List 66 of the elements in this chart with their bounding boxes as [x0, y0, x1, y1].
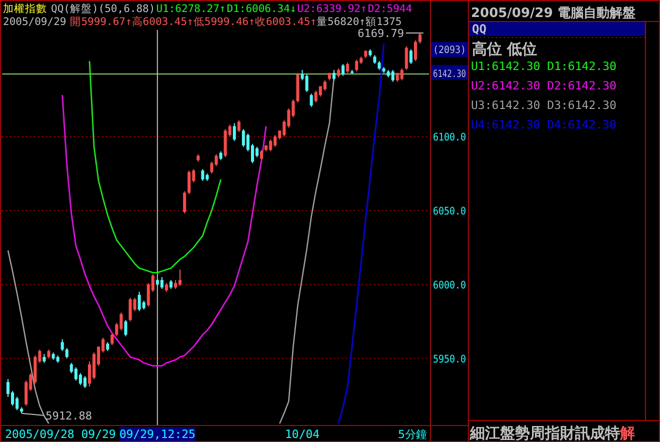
candlestick: [60, 338, 64, 352]
candlestick: [128, 297, 132, 322]
text: 低5999.46↑: [193, 16, 255, 28]
text: U2:6142.30 D2:6142.30: [471, 78, 616, 92]
line-series: [88, 60, 222, 274]
text: 5分鐘: [398, 428, 427, 441]
candlestick: [404, 46, 408, 70]
candlestick: [414, 40, 417, 62]
text: QQ(解盤)(50,6.88): [51, 3, 156, 15]
line-series: [338, 42, 384, 424]
candlestick: [305, 74, 308, 93]
candlestick: [133, 297, 136, 312]
candlestick: [409, 48, 412, 65]
y-tick-label: 5950.0: [433, 353, 471, 366]
text: 收6003.45↑: [254, 16, 317, 28]
text: U4:6142.30 D4:6142.30: [471, 118, 616, 132]
candlestick: [110, 332, 114, 346]
candlestick: [332, 69, 336, 81]
candlestick: [400, 68, 404, 81]
candlestick: [342, 64, 345, 76]
candlestick: [310, 93, 313, 108]
candlestick: [323, 80, 326, 92]
text: U1:6278.27↑: [156, 3, 226, 15]
candlestick: [355, 59, 358, 72]
text: 細江盤勢周指財訊成特: [469, 424, 620, 442]
candlestick: [201, 168, 204, 182]
candlestick: [65, 348, 68, 359]
candlestick: [346, 62, 350, 74]
candlestick: [214, 154, 218, 167]
candlestick: [210, 161, 214, 174]
candlestick: [183, 190, 186, 214]
text: 2005/09/29 電腦自動解盤: [471, 6, 636, 21]
text: 額1375: [365, 15, 402, 28]
annotation: 6169.79: [358, 27, 404, 40]
text: D2:5944: [368, 3, 412, 15]
line-series: [62, 94, 267, 366]
candlestick: [391, 69, 394, 82]
candlestick: [418, 32, 422, 44]
x-tick-label: 09/29: [81, 427, 116, 441]
x-tick-label: 10/04: [284, 427, 320, 441]
candlestick: [124, 319, 128, 337]
x-tick-label: 09/29,12:25: [119, 427, 196, 441]
candlestick: [188, 170, 191, 195]
candlestick: [260, 149, 264, 161]
candlestick: [83, 376, 86, 389]
x-tick-label: 2005/09/28: [5, 427, 74, 441]
y-tick-label: 6100.0: [433, 132, 471, 144]
text: 2005/09/29: [3, 16, 66, 28]
text: (2093): [433, 45, 470, 56]
text: D1:6006.34↓: [226, 3, 296, 15]
chart-title: 加權指數: [3, 2, 47, 15]
y-tick-label: 6050.0: [433, 205, 471, 218]
candlestick: [237, 120, 240, 133]
text: 開5999.67↑: [70, 16, 132, 28]
text: QQ: [472, 22, 486, 36]
candlestick: [160, 276, 164, 290]
text: U3:6142.30 D3:6142.30: [471, 98, 616, 112]
text: 高位 低位: [472, 40, 538, 58]
text: 高6003.45↑: [132, 15, 194, 28]
annotation: 5912.88: [46, 409, 92, 422]
text: 解: [619, 424, 635, 442]
text: U2:6339.92↑: [297, 3, 367, 15]
text: U1:6142.30 D1:6142.30: [471, 59, 616, 73]
text: 量56820↑: [316, 16, 366, 28]
y-tick-label: 6000.0: [433, 279, 471, 292]
candlestick: [232, 122, 236, 142]
